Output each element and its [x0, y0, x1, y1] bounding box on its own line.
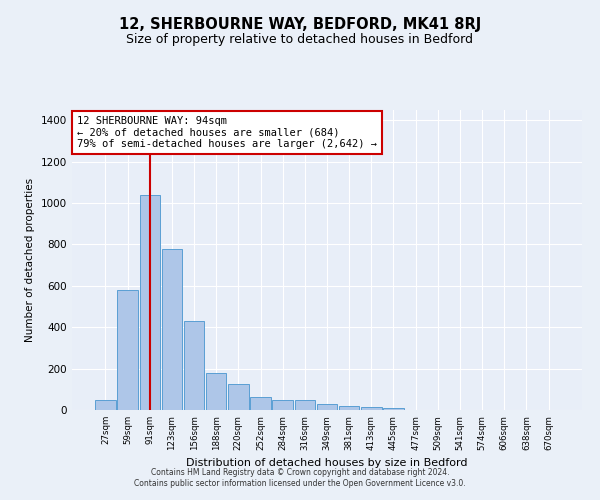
Text: Contains HM Land Registry data © Crown copyright and database right 2024.
Contai: Contains HM Land Registry data © Crown c…	[134, 468, 466, 487]
Bar	[250, 396, 271, 410]
X-axis label: Distribution of detached houses by size in Bedford: Distribution of detached houses by size …	[186, 458, 468, 468]
Bar	[339, 406, 359, 410]
Text: 12 SHERBOURNE WAY: 94sqm
← 20% of detached houses are smaller (684)
79% of semi-: 12 SHERBOURNE WAY: 94sqm ← 20% of detach…	[77, 116, 377, 149]
Bar	[272, 400, 293, 410]
Text: Size of property relative to detached houses in Bedford: Size of property relative to detached ho…	[127, 32, 473, 46]
Bar	[118, 290, 138, 410]
Bar	[206, 373, 226, 410]
Bar	[161, 248, 182, 410]
Y-axis label: Number of detached properties: Number of detached properties	[25, 178, 35, 342]
Bar	[140, 195, 160, 410]
Bar	[295, 400, 315, 410]
Bar	[228, 384, 248, 410]
Bar	[383, 408, 404, 410]
Text: 12, SHERBOURNE WAY, BEDFORD, MK41 8RJ: 12, SHERBOURNE WAY, BEDFORD, MK41 8RJ	[119, 18, 481, 32]
Bar	[361, 407, 382, 410]
Bar	[95, 400, 116, 410]
Bar	[184, 321, 204, 410]
Bar	[317, 404, 337, 410]
